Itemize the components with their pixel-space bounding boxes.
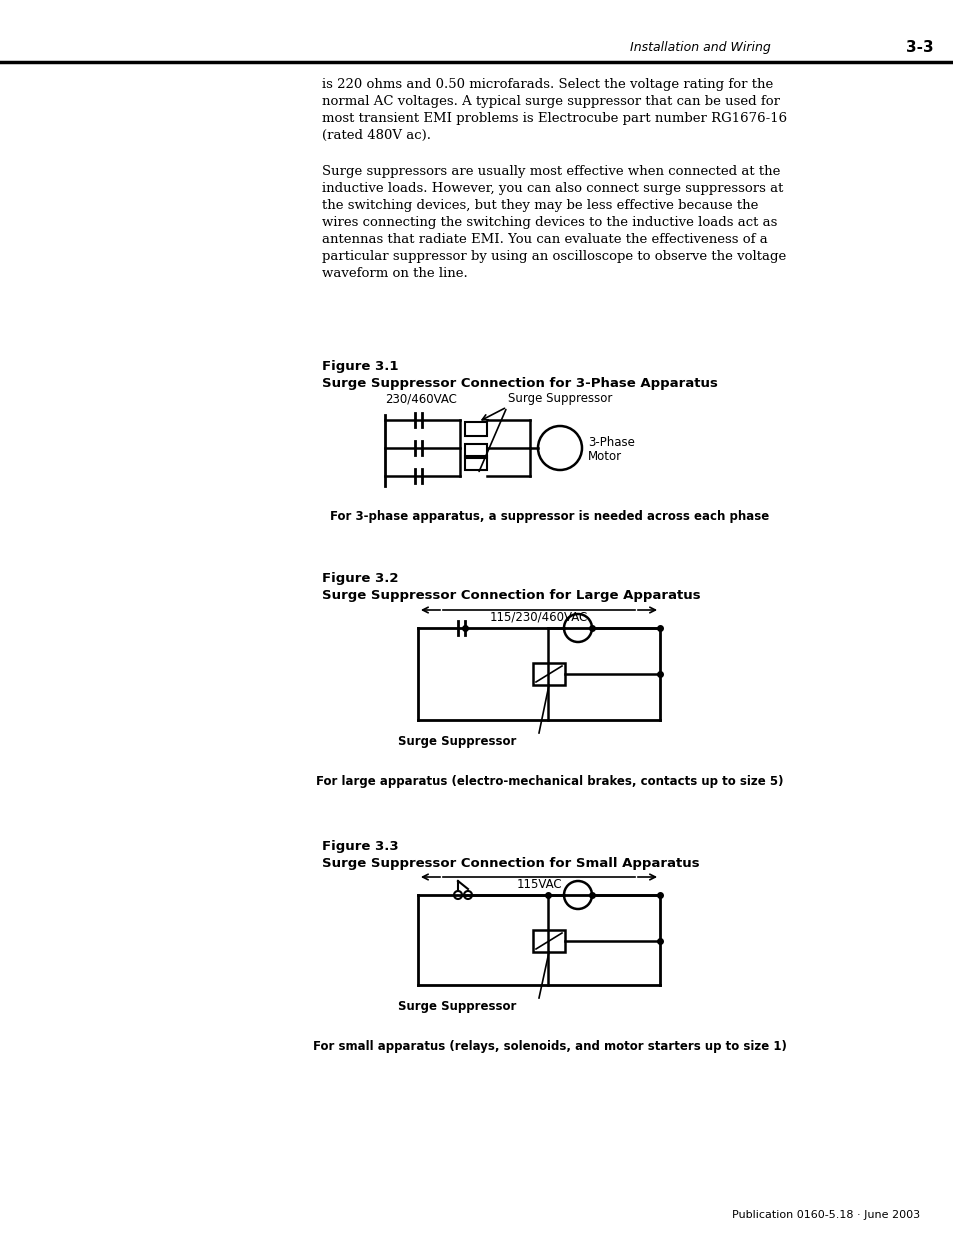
Text: 115VAC: 115VAC (516, 878, 561, 890)
Text: Figure 3.1: Figure 3.1 (322, 359, 398, 373)
Text: Motor: Motor (587, 451, 621, 463)
Bar (464, 422, 486, 436)
Text: Surge suppressors are usually most effective when connected at the
inductive loa: Surge suppressors are usually most effec… (322, 165, 785, 280)
Text: 115/230/460VAC: 115/230/460VAC (489, 611, 587, 624)
Text: Installation and Wiring: Installation and Wiring (629, 42, 770, 54)
Text: For large apparatus (electro-mechanical brakes, contacts up to size 5): For large apparatus (electro-mechanical … (315, 776, 783, 788)
Bar (464, 445, 486, 458)
Text: Figure 3.2: Figure 3.2 (322, 572, 398, 585)
Text: Surge Suppressor: Surge Suppressor (397, 1000, 516, 1013)
Bar (533, 930, 564, 952)
Text: Surge Suppressor: Surge Suppressor (507, 391, 612, 405)
Text: For 3-phase apparatus, a suppressor is needed across each phase: For 3-phase apparatus, a suppressor is n… (330, 510, 769, 522)
Text: 3-3: 3-3 (905, 41, 933, 56)
Text: Publication 0160-5.18 · June 2003: Publication 0160-5.18 · June 2003 (731, 1210, 919, 1220)
Text: Surge Suppressor: Surge Suppressor (397, 735, 516, 748)
Text: 3-Phase: 3-Phase (587, 436, 634, 450)
Text: Surge Suppressor Connection for Small Apparatus: Surge Suppressor Connection for Small Ap… (322, 857, 699, 869)
Text: is 220 ohms and 0.50 microfarads. Select the voltage rating for the
normal AC vo: is 220 ohms and 0.50 microfarads. Select… (322, 78, 786, 142)
Text: Surge Suppressor Connection for 3-Phase Apparatus: Surge Suppressor Connection for 3-Phase … (322, 377, 717, 390)
Text: Figure 3.3: Figure 3.3 (322, 840, 398, 853)
Bar (533, 663, 564, 685)
Text: 230/460VAC: 230/460VAC (385, 391, 456, 405)
Text: For small apparatus (relays, solenoids, and motor starters up to size 1): For small apparatus (relays, solenoids, … (313, 1040, 786, 1053)
Text: Surge Suppressor Connection for Large Apparatus: Surge Suppressor Connection for Large Ap… (322, 589, 700, 601)
Bar (464, 456, 486, 471)
